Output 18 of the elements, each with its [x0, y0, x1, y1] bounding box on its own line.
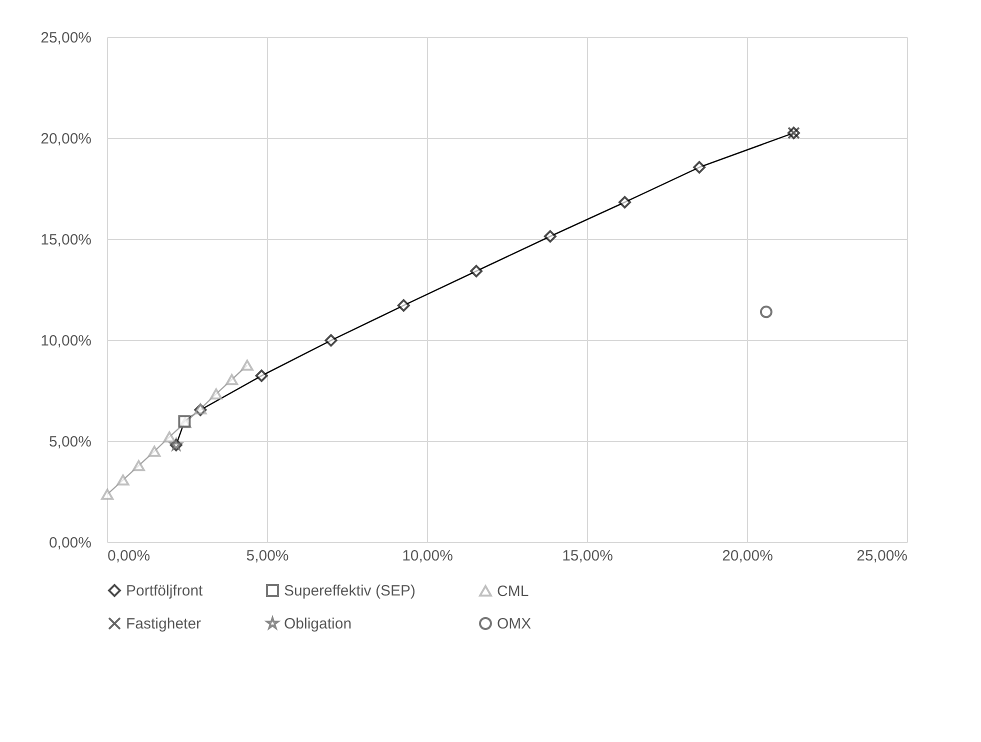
- x-tick-label: 20,00%: [722, 548, 773, 564]
- legend-label: Obligation: [284, 616, 352, 632]
- y-tick-label: 0,00%: [48, 534, 92, 552]
- legend-label: Portföljfront: [126, 582, 204, 600]
- legend-label: OMX: [497, 616, 532, 632]
- y-tick-label: 10,00%: [40, 332, 92, 350]
- x-tick-label: 25,00%: [856, 548, 908, 564]
- legend-label: Supereffektiv (SEP): [284, 582, 416, 600]
- x-tick-label: 15,00%: [562, 548, 613, 564]
- y-tick-label: 25,00%: [40, 30, 92, 46]
- legend-label: Fastigheter: [126, 616, 202, 632]
- y-tick-label: 5,00%: [48, 434, 92, 450]
- x-tick-label: 5,00%: [246, 548, 289, 564]
- x-tick-label: 0,00%: [108, 548, 150, 564]
- y-tick-label: 20,00%: [40, 130, 92, 148]
- x-tick-label: 10,00%: [402, 548, 453, 564]
- y-tick-label: 15,00%: [40, 232, 92, 248]
- legend-label: CML: [497, 582, 529, 600]
